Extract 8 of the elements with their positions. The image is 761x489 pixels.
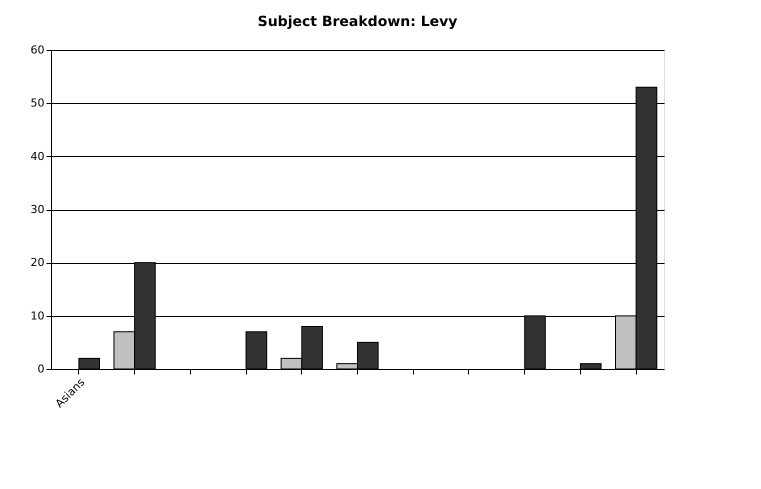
- y-tick-label: 20: [30, 256, 44, 270]
- y-tick-label: 30: [30, 203, 44, 216]
- chart-title: Subject Breakdown: Levy: [258, 14, 458, 30]
- y-tick-label: 10: [30, 309, 44, 322]
- y-tick-label: 60: [30, 44, 44, 56]
- y-tick-label: 0: [38, 362, 44, 376]
- y-tick-label: 40: [30, 150, 44, 163]
- y-tick-label: 50: [30, 96, 44, 110]
